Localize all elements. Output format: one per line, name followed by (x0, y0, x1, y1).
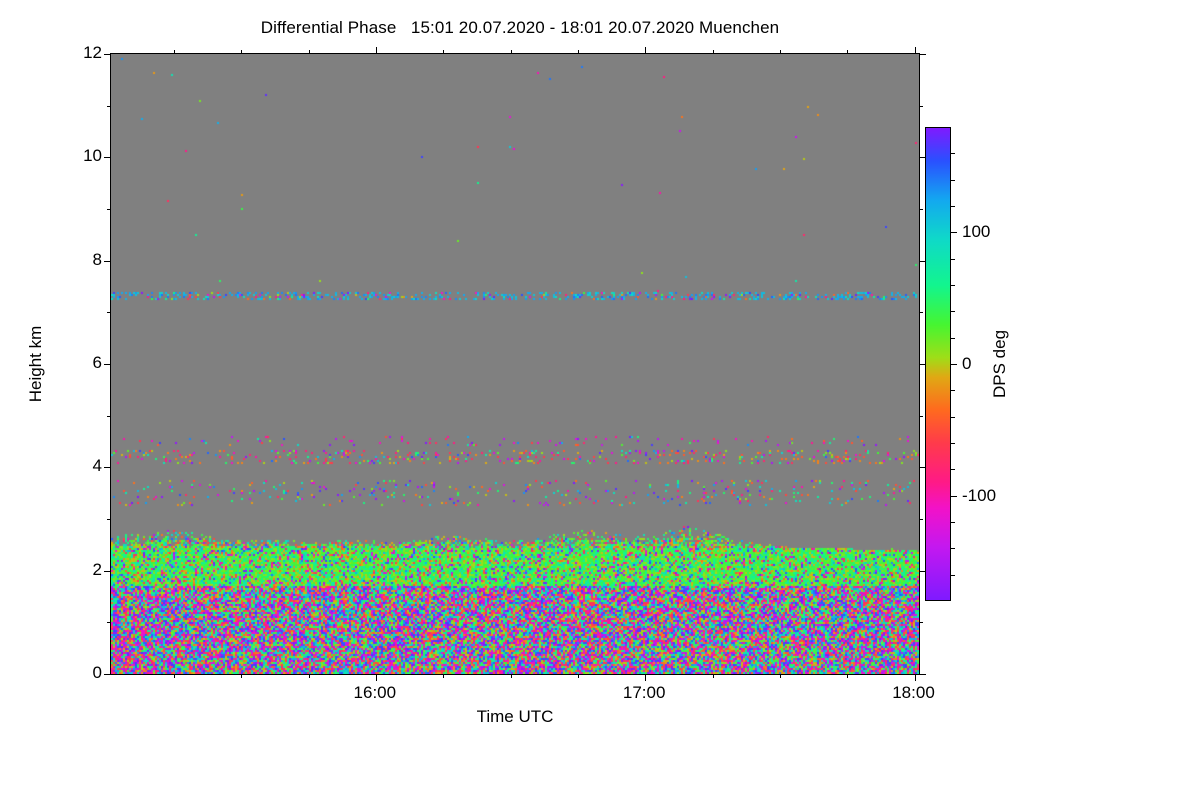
y-axis-tick-label: 6 (92, 353, 102, 372)
axis-tick (779, 674, 781, 678)
axis-tick (914, 47, 916, 54)
colorbar-tick-minor (951, 416, 955, 418)
colorbar-tick-minor (951, 153, 955, 155)
colorbar-tick-minor (951, 206, 955, 207)
axis-tick (847, 50, 849, 54)
axis-tick (510, 674, 512, 678)
colorbar-tick (951, 232, 957, 234)
y-axis-tick-label: 8 (92, 249, 102, 269)
axis-tick (104, 54, 111, 55)
axis-tick (914, 674, 916, 681)
axis-tick (919, 54, 926, 55)
plot-axes (104, 47, 926, 681)
axis-tick (510, 50, 512, 54)
axis-tick (104, 260, 111, 262)
axis-tick (104, 157, 111, 159)
axis-tick (241, 50, 243, 54)
x-axis-title: Time UTC (476, 707, 554, 726)
y-axis-title: Height km (26, 325, 45, 403)
axis-tick (919, 570, 926, 572)
axis-tick (107, 312, 111, 314)
axis-tick (577, 674, 579, 678)
axis-tick (645, 674, 647, 681)
axis-tick (779, 50, 781, 54)
axis-tick (308, 50, 310, 54)
axis-tick (919, 209, 923, 210)
colorbar-tick-label: 0 (962, 354, 972, 373)
colorbar-tick (951, 495, 957, 497)
colorbar-tick-minor (951, 522, 955, 523)
axis-tick (645, 47, 647, 54)
axis-tick (375, 674, 377, 681)
axis-tick (919, 519, 923, 520)
axis-tick (919, 674, 926, 675)
x-axis-tick-label: 16:00 (353, 683, 397, 702)
colorbar-tick-minor (951, 258, 955, 260)
axis-tick (847, 674, 849, 678)
axis-tick (104, 674, 111, 675)
colorbar-tick-minor (951, 574, 955, 576)
x-axis-tick-label: 18:00 (892, 683, 935, 702)
axis-tick (919, 364, 926, 365)
axis-tick (919, 467, 926, 469)
colorbar-tick-minor (951, 337, 955, 339)
page-title: Differential Phase 15:01 20.07.2020 - 18… (260, 18, 780, 37)
colorbar-title: DPS deg (990, 329, 1009, 399)
x-axis-tick-label: 17:00 (622, 683, 666, 702)
colorbar-tick-minor (951, 311, 955, 313)
axis-tick (919, 260, 926, 262)
axis-tick (919, 622, 923, 624)
colorbar-tick-minor (951, 548, 955, 550)
axis-tick (107, 105, 111, 107)
axis-tick (107, 622, 111, 624)
colorbar-tick-minor (951, 443, 955, 444)
axis-tick (919, 415, 923, 417)
axis-tick (712, 674, 714, 678)
y-axis-tick-label: 4 (92, 456, 102, 476)
axis-tick (107, 209, 111, 210)
colorbar-tick-label: 100 (962, 222, 991, 242)
axis-tick (375, 47, 377, 54)
axis-tick (919, 157, 926, 159)
colorbar-tick (951, 364, 957, 365)
axis-tick (107, 519, 111, 520)
axis-tick (104, 467, 111, 469)
colorbar-gradient (926, 128, 950, 600)
y-axis-tick-label: 0 (92, 663, 102, 682)
axis-tick (712, 50, 714, 54)
axis-tick (107, 415, 111, 417)
axis-tick (104, 570, 111, 572)
y-axis-tick-label: 2 (92, 559, 102, 579)
axis-tick (443, 674, 445, 678)
differential-phase-heatmap (111, 54, 919, 674)
colorbar-tick-minor (951, 179, 955, 181)
colorbar-tick-label: -100 (962, 485, 997, 505)
axis-tick (443, 50, 445, 54)
axis-tick (919, 312, 923, 314)
axis-tick (173, 50, 175, 54)
colorbar-tick-minor (951, 390, 955, 392)
y-axis-tick-label: 12 (83, 43, 102, 62)
axis-tick (104, 364, 111, 365)
axis-tick (241, 674, 243, 678)
colorbar-tick-minor (951, 285, 955, 286)
axis-tick (919, 105, 923, 107)
axis-tick (173, 674, 175, 678)
colorbar: -100 0 100 (920, 127, 1190, 601)
axis-tick (577, 50, 579, 54)
colorbar-tick-minor (951, 469, 955, 471)
y-axis-tick-label: 10 (83, 146, 102, 166)
axis-tick (308, 674, 310, 678)
colorbar-gradient-box (925, 127, 951, 601)
